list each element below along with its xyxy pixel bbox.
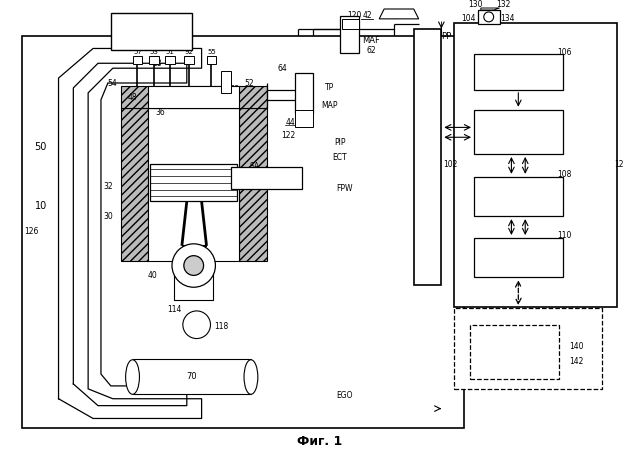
Bar [132, 359, 251, 394]
Ellipse shape [244, 360, 258, 394]
Text: 52: 52 [244, 78, 254, 87]
Bar [221, 71, 231, 93]
Text: 92: 92 [184, 49, 193, 55]
Text: 68: 68 [216, 184, 226, 193]
Text: 32: 32 [103, 182, 113, 191]
Polygon shape [58, 48, 202, 419]
Text: 142: 142 [570, 357, 584, 366]
Text: PIP: PIP [334, 138, 346, 147]
Circle shape [172, 244, 216, 287]
Text: MAF: MAF [362, 36, 380, 45]
Text: 64: 64 [278, 64, 287, 72]
Bar [470, 325, 559, 379]
Bar [150, 164, 237, 202]
Text: 51: 51 [166, 49, 175, 55]
Bar [121, 86, 267, 108]
Text: EGO: EGO [337, 391, 353, 400]
Bar [454, 23, 617, 307]
Polygon shape [481, 8, 500, 10]
Text: ECT: ECT [332, 153, 347, 162]
Bar [478, 10, 500, 24]
Bar [149, 56, 159, 64]
Text: 62: 62 [367, 46, 376, 55]
Text: SA: SA [250, 162, 260, 171]
Bar [295, 110, 313, 127]
Polygon shape [74, 63, 187, 405]
Text: 120: 120 [348, 11, 362, 20]
Text: 48: 48 [128, 93, 138, 102]
Text: 130: 130 [468, 0, 483, 9]
Text: 53: 53 [150, 49, 159, 55]
Circle shape [184, 255, 204, 275]
Text: 44: 44 [285, 118, 295, 127]
Text: 55: 55 [207, 49, 216, 55]
Text: 134: 134 [500, 14, 515, 24]
Text: 57: 57 [133, 49, 142, 55]
Text: 102: 102 [443, 160, 458, 169]
Bar [342, 19, 360, 29]
Text: 88: 88 [152, 59, 162, 68]
Text: 132: 132 [497, 0, 511, 9]
Circle shape [183, 311, 211, 338]
Bar [454, 308, 602, 389]
Text: СИСТЕМА
ЗАЖИГАНИЯ: СИСТЕМА ЗАЖИГАНИЯ [118, 22, 185, 41]
Text: 50: 50 [35, 142, 47, 152]
Text: 110: 110 [557, 231, 572, 241]
Text: CPU: CPU [506, 127, 531, 137]
Text: FPW: FPW [337, 184, 353, 193]
Text: 118: 118 [214, 322, 228, 331]
Text: 40: 40 [147, 271, 157, 280]
Bar [295, 73, 313, 113]
Text: 12: 12 [614, 160, 624, 169]
Text: 140: 140 [570, 342, 584, 351]
Circle shape [484, 12, 493, 22]
Text: MAP: MAP [322, 101, 338, 110]
Ellipse shape [125, 360, 140, 394]
Text: 54: 54 [107, 78, 116, 87]
Text: 66: 66 [229, 86, 239, 94]
Text: PP: PP [441, 32, 451, 41]
Bar [132, 56, 143, 64]
Bar [474, 54, 563, 90]
Bar [340, 16, 360, 53]
Text: 10: 10 [35, 201, 47, 212]
Bar [111, 13, 192, 50]
Bar [121, 108, 148, 260]
Bar [474, 177, 563, 216]
Text: TP: TP [325, 83, 335, 92]
Bar [474, 238, 563, 277]
Bar [148, 108, 239, 260]
Bar [239, 108, 267, 260]
Bar [165, 56, 175, 64]
Bar [207, 56, 216, 64]
Text: ROM: ROM [504, 67, 532, 77]
Bar [413, 29, 442, 285]
Text: 112: 112 [214, 194, 228, 203]
Text: KAM: KAM [504, 253, 532, 263]
Text: 126: 126 [24, 226, 38, 236]
Bar [174, 272, 214, 300]
Text: RAM: RAM [504, 192, 532, 202]
Text: Фиг. 1: Фиг. 1 [298, 435, 342, 448]
Text: 36: 36 [156, 108, 165, 117]
Bar [22, 36, 464, 429]
Bar [184, 56, 194, 64]
Bar [474, 110, 563, 154]
Text: 106: 106 [557, 48, 572, 57]
Text: 30: 30 [103, 212, 113, 221]
Text: 70: 70 [186, 371, 197, 381]
Text: 122: 122 [282, 131, 296, 140]
Text: 108: 108 [557, 170, 572, 179]
Text: 104: 104 [461, 14, 476, 24]
Bar [231, 167, 302, 188]
Text: I/O: I/O [420, 152, 435, 162]
Text: 114: 114 [167, 305, 181, 314]
Bar [148, 86, 239, 108]
Text: ПРИВОД: ПРИВОД [244, 173, 289, 182]
Text: 42: 42 [362, 11, 372, 20]
Polygon shape [380, 9, 419, 19]
